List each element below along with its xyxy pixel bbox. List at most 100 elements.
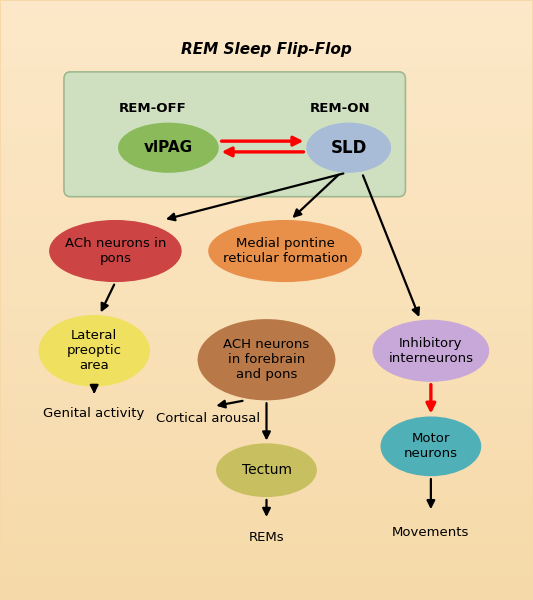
Text: SLD: SLD <box>330 139 367 157</box>
Bar <box>2 55 531 61</box>
Bar <box>2 419 531 425</box>
Text: Motor
neurons: Motor neurons <box>404 433 458 460</box>
Bar <box>2 377 531 383</box>
Bar <box>2 127 531 133</box>
Bar <box>2 246 531 252</box>
Bar <box>2 479 531 485</box>
Bar <box>2 133 531 139</box>
Bar <box>2 258 531 264</box>
Bar <box>2 13 531 19</box>
Bar <box>2 73 531 79</box>
Bar <box>2 318 531 324</box>
Ellipse shape <box>306 122 391 173</box>
Bar <box>2 49 531 55</box>
Ellipse shape <box>216 443 317 497</box>
Bar <box>2 300 531 306</box>
Bar <box>2 211 531 217</box>
Bar <box>2 348 531 354</box>
Bar <box>2 151 531 157</box>
Bar <box>2 157 531 163</box>
Bar <box>2 229 531 235</box>
Bar <box>2 336 531 342</box>
Bar <box>2 551 531 557</box>
Bar <box>2 175 531 181</box>
Bar <box>2 240 531 246</box>
Text: Genital activity: Genital activity <box>44 407 145 420</box>
Bar <box>2 306 531 312</box>
FancyBboxPatch shape <box>64 72 406 197</box>
Bar <box>2 557 531 563</box>
Bar <box>2 342 531 348</box>
Bar <box>2 270 531 276</box>
Bar <box>2 563 531 569</box>
Bar <box>2 115 531 121</box>
Bar <box>2 139 531 145</box>
Bar <box>2 371 531 377</box>
Bar <box>2 360 531 365</box>
Text: REM Sleep Flip-Flop: REM Sleep Flip-Flop <box>181 41 352 56</box>
Bar <box>2 181 531 187</box>
Bar <box>2 401 531 407</box>
Bar <box>2 193 531 199</box>
Bar <box>2 109 531 115</box>
Bar <box>2 145 531 151</box>
Bar <box>2 252 531 258</box>
Bar <box>2 509 531 515</box>
Bar <box>2 91 531 97</box>
Bar <box>2 575 531 581</box>
Bar <box>2 491 531 497</box>
Bar <box>2 312 531 318</box>
Bar <box>2 217 531 223</box>
Ellipse shape <box>49 220 182 282</box>
Bar <box>2 395 531 401</box>
Bar <box>2 455 531 461</box>
Bar <box>2 515 531 521</box>
Text: Movements: Movements <box>392 526 470 539</box>
Bar <box>2 199 531 205</box>
Text: Cortical arousal: Cortical arousal <box>156 412 260 425</box>
Bar <box>2 545 531 551</box>
Ellipse shape <box>198 319 335 400</box>
Bar <box>2 461 531 467</box>
Bar <box>2 43 531 49</box>
Ellipse shape <box>208 220 362 282</box>
Bar <box>2 449 531 455</box>
Bar <box>2 533 531 539</box>
Bar <box>2 485 531 491</box>
Bar <box>2 235 531 240</box>
Text: REMs: REMs <box>249 531 284 544</box>
Text: Lateral
preoptic
area: Lateral preoptic area <box>67 329 122 372</box>
Bar <box>2 365 531 371</box>
Bar <box>2 521 531 527</box>
Text: REM-ON: REM-ON <box>309 103 370 115</box>
Bar <box>2 503 531 509</box>
Bar <box>2 407 531 413</box>
Bar <box>2 169 531 175</box>
Bar <box>2 389 531 395</box>
Bar <box>2 31 531 37</box>
Bar <box>2 276 531 282</box>
Bar <box>2 163 531 169</box>
Bar <box>2 539 531 545</box>
Bar <box>2 121 531 127</box>
Ellipse shape <box>118 122 219 173</box>
Bar <box>2 437 531 443</box>
Bar <box>2 79 531 85</box>
Bar <box>2 425 531 431</box>
Text: REM-OFF: REM-OFF <box>119 103 187 115</box>
Bar <box>2 324 531 330</box>
Bar <box>2 205 531 211</box>
Bar <box>2 37 531 43</box>
Bar <box>2 431 531 437</box>
Bar <box>2 527 531 533</box>
Bar <box>2 25 531 31</box>
Ellipse shape <box>38 315 150 386</box>
Text: Tectum: Tectum <box>241 463 292 477</box>
Bar <box>2 187 531 193</box>
Bar <box>2 413 531 419</box>
Bar <box>2 593 531 599</box>
Bar <box>2 330 531 336</box>
Text: Inhibitory
interneurons: Inhibitory interneurons <box>389 337 473 365</box>
Bar <box>2 473 531 479</box>
Bar <box>2 67 531 73</box>
